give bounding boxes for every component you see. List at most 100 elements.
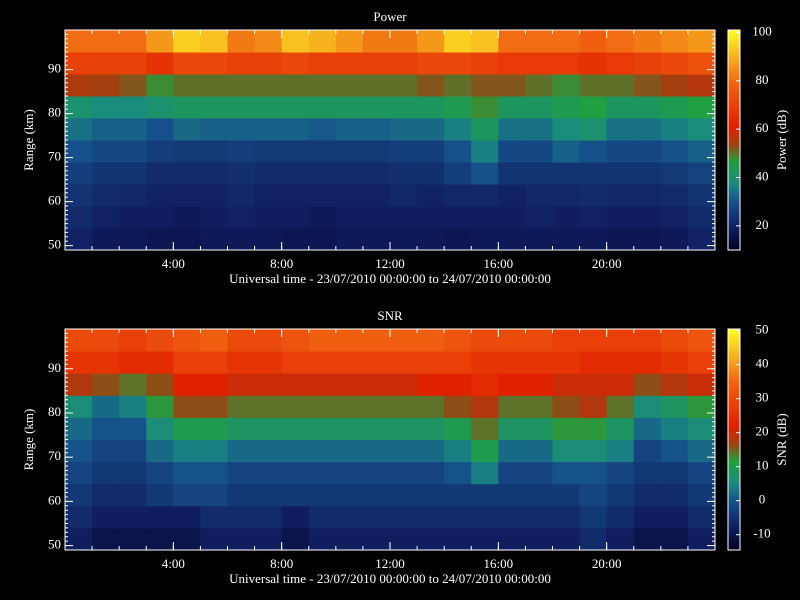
- heatmap-cell: [200, 74, 228, 97]
- heatmap-cell: [92, 228, 120, 251]
- heatmap-cell: [633, 228, 662, 251]
- heatmap-cell: [146, 118, 174, 141]
- heatmap-cell: [525, 162, 553, 185]
- heatmap-cell: [579, 417, 608, 440]
- heatmap-cell: [552, 52, 581, 75]
- heatmap-cell: [660, 96, 689, 119]
- heatmap-cell: [498, 395, 526, 418]
- heatmap-cell: [552, 351, 581, 374]
- y-tick-label: 50: [48, 537, 61, 552]
- heatmap-cell: [552, 184, 581, 207]
- heatmap-cell: [308, 206, 337, 229]
- heatmap-cell: [200, 373, 228, 396]
- heatmap-cell: [471, 351, 499, 374]
- colorbar-segment: [728, 432, 740, 435]
- colorbar-tick-label: 20: [756, 424, 769, 439]
- colorbar-segment: [728, 171, 740, 174]
- colorbar-frame: [727, 328, 741, 551]
- heatmap-cell: [579, 373, 608, 396]
- heatmap-cell: [417, 74, 445, 97]
- colorbar-segment: [728, 329, 740, 332]
- heatmap-cell: [498, 351, 526, 374]
- heatmap-cell: [92, 417, 120, 440]
- colorbar-segment: [728, 46, 740, 49]
- colorbar-segment: [728, 154, 740, 157]
- heatmap-cell: [281, 351, 310, 374]
- heatmap-cell: [146, 74, 174, 97]
- y-tick-label: 70: [48, 149, 61, 164]
- heatmap-cell: [119, 184, 147, 207]
- heatmap-cell: [687, 505, 716, 529]
- colorbar-segment: [728, 180, 740, 183]
- heatmap-cell: [200, 140, 228, 163]
- heatmap-cell: [633, 52, 662, 75]
- heatmap-cell: [687, 30, 716, 53]
- heatmap-cell: [579, 118, 608, 141]
- heatmap-cell: [552, 417, 581, 440]
- heatmap-cell: [227, 162, 256, 185]
- heatmap-cell: [254, 228, 283, 251]
- heatmap-cell: [579, 329, 608, 352]
- colorbar-segment: [728, 90, 740, 93]
- heatmap-cell: [119, 96, 147, 119]
- colorbar-segment: [728, 44, 740, 47]
- heatmap-cell: [579, 461, 608, 485]
- colorbar-segment: [728, 105, 740, 108]
- heatmap-cell: [362, 30, 391, 53]
- heatmap-cell: [308, 74, 337, 97]
- heatmap-cell: [633, 439, 662, 463]
- colorbar-segment: [728, 112, 740, 115]
- heatmap-cell: [660, 228, 689, 251]
- colorbar-segment: [728, 413, 740, 417]
- heatmap-cell: [660, 52, 689, 75]
- colorbar-segment: [728, 421, 740, 424]
- heatmap-cell: [146, 52, 174, 75]
- colorbar-segment: [728, 149, 740, 152]
- colorbar-segment: [728, 387, 740, 391]
- heatmap-cell: [335, 206, 364, 229]
- heatmap-cell: [308, 52, 337, 75]
- heatmap-cell: [146, 439, 174, 463]
- colorbar-segment: [728, 217, 740, 220]
- colorbar-segment: [728, 246, 740, 249]
- y-axis-label: Range (km): [21, 109, 36, 171]
- heatmap-cell: [444, 527, 472, 551]
- heatmap-cell: [687, 228, 716, 251]
- y-axis-label: Range (km): [21, 409, 36, 471]
- heatmap-cell: [119, 395, 147, 418]
- heatmap-cell: [417, 118, 445, 141]
- colorbar-segment: [728, 222, 740, 225]
- colorbar-segment: [728, 340, 740, 343]
- colorbar-segment: [728, 39, 740, 42]
- colorbar-segment: [728, 167, 740, 170]
- heatmap-cell: [119, 52, 147, 75]
- heatmap-cell: [281, 206, 310, 229]
- colorbar-segment: [728, 520, 740, 523]
- heatmap-cell: [362, 373, 391, 396]
- heatmap-cell: [200, 351, 228, 374]
- heatmap-cell: [660, 184, 689, 207]
- heatmap-cell: [471, 206, 499, 229]
- heatmap-cell: [308, 140, 337, 163]
- colorbar-segment: [728, 198, 740, 201]
- colorbar-segment: [728, 132, 740, 135]
- colorbar-frame: [727, 29, 741, 251]
- heatmap-cell: [687, 373, 716, 396]
- colorbar-segment: [728, 544, 740, 547]
- heatmap-cell: [308, 527, 337, 551]
- colorbar-segment: [728, 422, 740, 426]
- heatmap-cell: [254, 96, 283, 119]
- y-tick-label: 60: [48, 193, 61, 208]
- heatmap-cell: [687, 417, 716, 440]
- colorbar-segment: [728, 538, 740, 542]
- heatmap-cell: [173, 30, 201, 53]
- heatmap-cell: [65, 417, 93, 440]
- heatmap-cell: [65, 395, 93, 418]
- heatmap-cell: [579, 395, 608, 418]
- heatmap-cell: [525, 228, 553, 251]
- colorbar-segment: [728, 213, 740, 216]
- colorbar-segment: [728, 107, 740, 110]
- heatmap-cell: [173, 118, 201, 141]
- heatmap-cell: [227, 329, 256, 352]
- heatmap-cell: [200, 30, 228, 53]
